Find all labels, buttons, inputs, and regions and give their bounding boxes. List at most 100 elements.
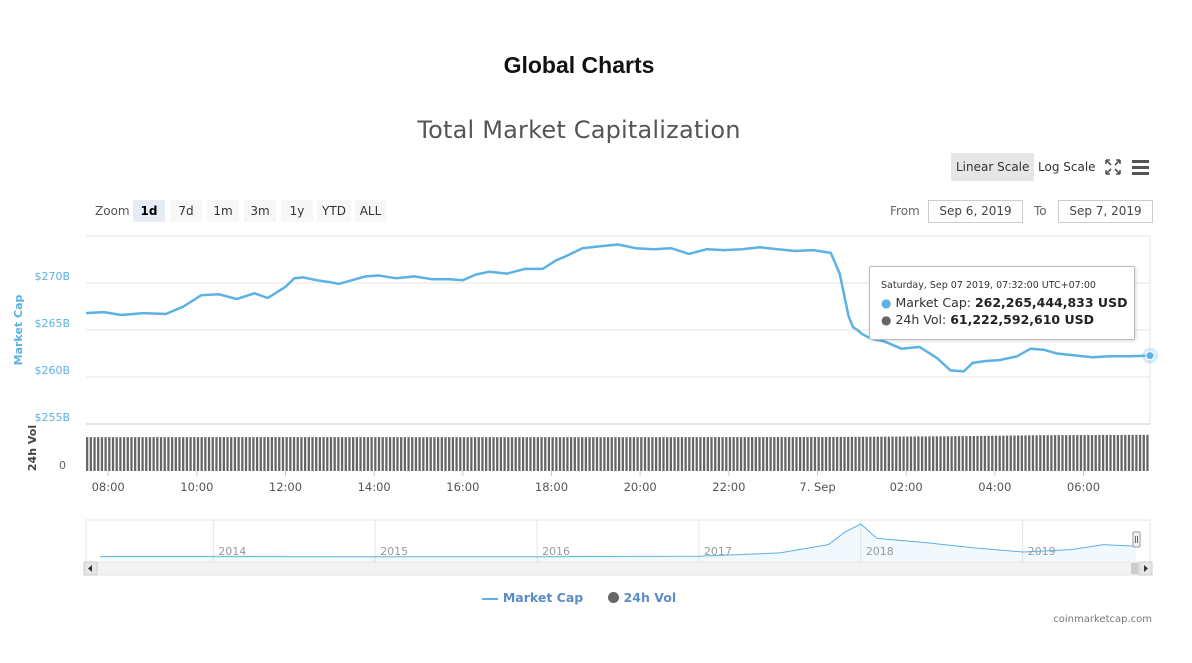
volume-bar — [946, 436, 950, 471]
volume-bar — [658, 437, 661, 471]
volume-bar — [884, 436, 887, 471]
volume-bar — [89, 437, 92, 471]
zoom-1d-button[interactable]: 1d — [133, 200, 165, 222]
log-scale-button[interactable]: Log Scale — [1038, 160, 1096, 174]
volume-bar — [592, 437, 595, 471]
volume-bar — [758, 437, 761, 471]
volume-bar — [1028, 435, 1031, 471]
menu-icon[interactable] — [1132, 160, 1149, 178]
volume-bar — [828, 436, 831, 471]
volume-bar — [810, 437, 813, 471]
volume-bar — [241, 437, 244, 471]
volume-bar — [1131, 434, 1134, 471]
credits-link[interactable]: coinmarketcap.com — [1053, 614, 1152, 625]
volume-bar — [1135, 434, 1138, 471]
volume-bar — [496, 437, 499, 471]
volume-bar — [473, 437, 477, 471]
volume-bar — [377, 437, 381, 471]
volume-bar — [1031, 435, 1035, 471]
zoom-ytd-button[interactable]: YTD — [317, 200, 351, 222]
x-tick-label: 10:00 — [180, 480, 213, 494]
vol-tick-label: 0 — [59, 459, 66, 472]
volume-bar — [167, 437, 170, 471]
chevron-right-icon — [1144, 565, 1148, 572]
from-date-input[interactable]: Sep 6, 2019 — [928, 200, 1023, 223]
volume-bar — [717, 437, 721, 471]
volume-bar — [994, 435, 998, 471]
volume-bar — [909, 436, 913, 471]
volume-bar — [252, 437, 255, 471]
volume-bar — [466, 437, 469, 471]
volume-bar — [991, 435, 994, 471]
volume-bar — [584, 437, 588, 471]
volume-bar — [159, 437, 163, 471]
volume-bar — [344, 437, 347, 471]
volume-bar — [451, 437, 455, 471]
tooltip-vol-label: 24h Vol: — [895, 312, 947, 327]
tooltip-market-cap-value: 262,265,444,833 USD — [974, 295, 1128, 310]
volume-bar — [854, 436, 857, 471]
volume-bar — [363, 437, 366, 471]
volume-bar — [352, 437, 355, 471]
volume-bar — [448, 437, 451, 471]
volume-bar — [219, 437, 222, 471]
legend-market-cap[interactable]: Market Cap — [481, 590, 583, 605]
volume-bar — [972, 435, 975, 471]
volume-bar — [998, 435, 1001, 471]
hover-point — [1145, 351, 1155, 361]
volume-bar — [728, 437, 732, 471]
volume-bar — [322, 437, 325, 471]
volume-bar — [614, 437, 617, 471]
scrollbar-thumb[interactable] — [1131, 563, 1138, 574]
volume-bar — [1072, 435, 1075, 471]
volume-bar — [688, 437, 691, 471]
volume-bar — [536, 437, 540, 471]
volume-bar — [1042, 435, 1046, 471]
volume-bar — [285, 437, 288, 471]
volume-bar — [518, 437, 521, 471]
volume-bar — [1083, 435, 1086, 471]
x-tick-label: 16:00 — [446, 480, 479, 494]
chart-tooltip: Saturday, Sep 07 2019, 07:32:00 UTC+07:0… — [869, 266, 1135, 340]
x-tick-label: 7. Sep — [799, 480, 835, 494]
volume-bar — [983, 435, 987, 471]
to-date-input[interactable]: Sep 7, 2019 — [1058, 200, 1153, 223]
linear-scale-button[interactable]: Linear Scale — [951, 153, 1035, 181]
volume-bar — [588, 437, 591, 471]
zoom-7d-button[interactable]: 7d — [170, 200, 202, 222]
volume-bar — [130, 437, 133, 471]
volume-bar — [806, 437, 809, 471]
zoom-1y-button[interactable]: 1y — [281, 200, 313, 222]
volume-bar — [307, 437, 310, 471]
volume-bar — [691, 437, 695, 471]
volume-bar — [499, 437, 503, 471]
zoom-all-button[interactable]: ALL — [355, 200, 386, 222]
volume-bar — [215, 437, 218, 471]
fullscreen-icon[interactable] — [1104, 158, 1122, 176]
volume-bar — [355, 437, 358, 471]
volume-bar — [274, 437, 277, 471]
scrollbar-track[interactable] — [83, 561, 1153, 576]
volume-bar — [455, 437, 458, 471]
volume-bar — [233, 437, 237, 471]
zoom-3m-button[interactable]: 3m — [244, 200, 276, 222]
to-label: To — [1034, 204, 1047, 218]
volume-bar — [1113, 434, 1116, 471]
zoom-1m-button[interactable]: 1m — [207, 200, 239, 222]
x-tick-label: 02:00 — [890, 480, 923, 494]
volume-bar — [695, 437, 698, 471]
x-tick-label: 12:00 — [269, 480, 302, 494]
volume-bar — [669, 437, 673, 471]
volume-bar — [795, 437, 798, 471]
volume-bar — [303, 437, 307, 471]
legend-24h-vol[interactable]: 24h Vol — [607, 590, 676, 605]
volume-bar — [1116, 434, 1120, 471]
volume-bar — [976, 435, 979, 471]
volume-bar — [122, 437, 126, 471]
navigator-handle[interactable] — [1132, 531, 1141, 548]
volume-bar — [950, 436, 953, 471]
navigator-frame[interactable] — [85, 519, 1151, 563]
volume-bar — [1109, 434, 1112, 471]
volume-bar — [329, 437, 333, 471]
